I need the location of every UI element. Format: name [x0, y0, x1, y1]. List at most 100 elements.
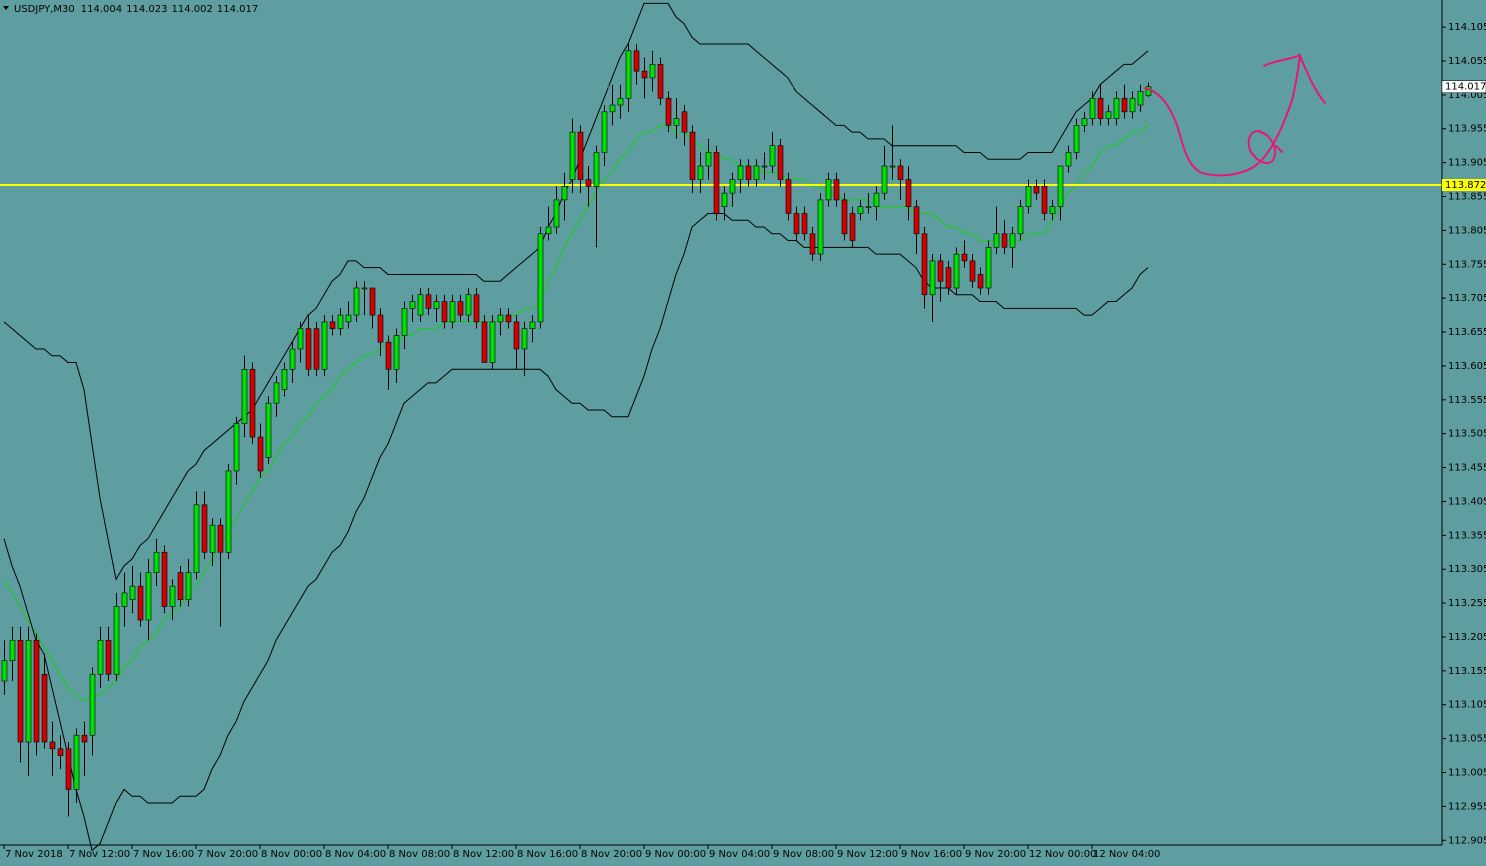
candle-body: [961, 253, 968, 262]
y-tick-label: 113.005: [1448, 767, 1486, 778]
header-arrow: [3, 6, 9, 10]
y-tick-label: 113.255: [1448, 598, 1486, 609]
candle-body: [769, 145, 776, 167]
candle-body: [713, 152, 720, 214]
candle-body: [633, 50, 640, 72]
candle-body: [161, 551, 168, 607]
candle-body: [41, 673, 48, 743]
candle-body: [401, 308, 408, 336]
candle-body: [1137, 91, 1144, 106]
y-tick-label: 113.655: [1448, 327, 1486, 338]
y-tick-label: 114.105: [1448, 22, 1486, 33]
candle-body: [849, 213, 856, 241]
candle-body: [569, 131, 576, 180]
candle-body: [1, 660, 8, 682]
candle-body: [433, 301, 440, 309]
candle-body: [593, 152, 600, 187]
candle-body: [929, 260, 936, 296]
candle-body: [793, 213, 800, 235]
candle-body: [641, 70, 648, 79]
candle-body: [601, 111, 608, 153]
candle-body: [953, 253, 960, 289]
candle-body: [137, 585, 144, 621]
y-tick-label: 113.355: [1448, 530, 1486, 541]
candle-body: [169, 585, 176, 607]
candle-body: [9, 640, 16, 661]
y-tick-label: 113.155: [1448, 666, 1486, 677]
y-tick-label: 113.205: [1448, 632, 1486, 643]
candle-body: [745, 165, 752, 180]
candle-body: [369, 287, 376, 316]
y-tick-label: 113.555: [1448, 395, 1486, 406]
candle-body: [537, 233, 544, 323]
candle-body: [17, 640, 24, 743]
candle-body: [1009, 233, 1016, 248]
candle-body: [1049, 206, 1056, 214]
candle-body: [313, 328, 320, 370]
y-tick-label: 113.705: [1448, 293, 1486, 304]
candle-body: [825, 179, 832, 201]
candle-body: [113, 606, 120, 675]
candle-body: [1113, 97, 1120, 119]
candle-body: [305, 328, 312, 370]
y-tick-label: 113.305: [1448, 564, 1486, 575]
candle-body: [945, 267, 952, 289]
y-tick-label: 114.005: [1448, 90, 1486, 101]
candle-body: [609, 104, 616, 113]
y-tick-label: 113.455: [1448, 463, 1486, 474]
candle-body: [585, 179, 592, 187]
open-value: 114.004: [81, 4, 122, 15]
x-tick-label: 8 Nov 04:00: [325, 849, 386, 860]
low-value: 114.002: [172, 4, 213, 15]
candle-body: [785, 179, 792, 214]
y-tick-label: 113.055: [1448, 734, 1486, 745]
y-tick-label: 113.755: [1448, 259, 1486, 270]
candle-body: [985, 247, 992, 289]
candle-body: [1105, 111, 1112, 119]
candle-body: [1121, 97, 1128, 113]
candle-body: [993, 233, 1000, 248]
candle-body: [881, 165, 888, 194]
candle-body: [105, 640, 112, 675]
y-tick-label: 113.805: [1448, 225, 1486, 236]
plot-area: [0, 2, 1442, 852]
candle-body: [897, 165, 904, 180]
candle-body: [553, 199, 560, 228]
candle-body: [225, 470, 232, 553]
y-tick-label: 113.905: [1448, 158, 1486, 169]
candle-body: [217, 524, 224, 553]
candle-body: [1065, 152, 1072, 167]
candle-body: [281, 369, 288, 390]
x-tick-label: 8 Nov 16:00: [517, 849, 578, 860]
indicator-line: [3, 124, 1149, 702]
candle-body: [649, 64, 656, 79]
candle-body: [465, 294, 472, 316]
candle-body: [665, 97, 672, 126]
y-tick-label: 113.405: [1448, 496, 1486, 507]
x-tick-label: 9 Nov 04:00: [709, 849, 770, 860]
candle-body: [417, 294, 424, 316]
hand-drawn-annotation: [1144, 52, 1326, 177]
candle-body: [297, 328, 304, 350]
candle-body: [385, 341, 392, 370]
x-tick-label: 8 Nov 08:00: [389, 849, 450, 860]
candle-body: [921, 233, 928, 296]
candle-body: [233, 423, 240, 472]
level-price-label: 113.872: [1445, 180, 1486, 191]
candle-body: [513, 321, 520, 350]
candle-body: [505, 314, 512, 323]
candle-body: [529, 321, 536, 329]
candle-body: [153, 551, 160, 573]
candle-body: [657, 64, 664, 99]
candle-body: [889, 165, 896, 168]
candle-body: [1033, 186, 1040, 194]
candle-body: [393, 335, 400, 370]
candle-body: [1025, 186, 1032, 207]
candle-body: [257, 436, 264, 472]
candle-body: [697, 165, 704, 180]
candle-body: [241, 369, 248, 424]
candle-body: [809, 233, 816, 255]
candle-body: [857, 206, 864, 214]
x-tick-label: 9 Nov 00:00: [645, 849, 706, 860]
